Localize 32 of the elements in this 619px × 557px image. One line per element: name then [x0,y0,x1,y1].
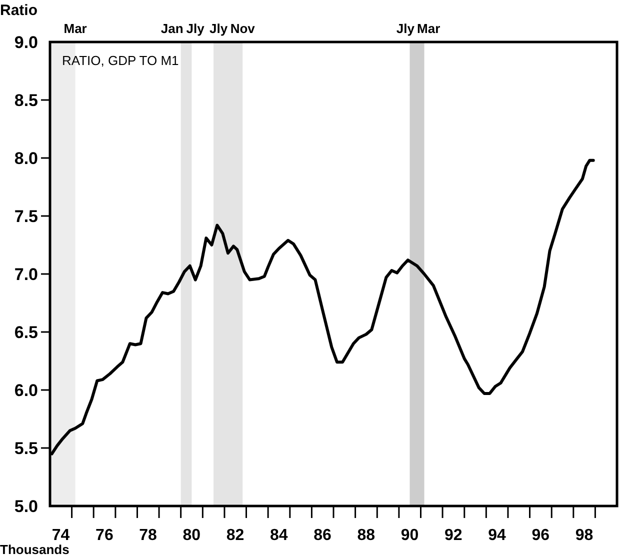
y-tick-label: 9.0 [14,32,38,52]
x-tick-label: 98 [575,527,594,544]
annotation: Jly [396,21,416,36]
text: RATIO, GDP TO M1 [62,53,179,68]
x-tick-label: 82 [226,527,244,544]
y-tick-label: 5.0 [14,496,38,516]
y-axis-title: Ratio [0,2,38,19]
y-tick-label: 6.5 [14,322,38,342]
x-tick-label: 96 [532,527,550,544]
x-tick-label: 78 [139,527,158,544]
x-tick-label: 90 [400,527,419,544]
y-tick-label: 8.5 [14,90,38,110]
x-tick-label: 76 [96,527,114,544]
x-tick-label: 74 [52,527,70,544]
x-tick-label: 88 [357,527,376,544]
annotation: Mar [64,21,87,36]
x-tick-label: 86 [314,527,332,544]
x-tick-label: 92 [444,527,462,544]
y-tick-label: 7.5 [14,206,38,226]
text: Thousands [0,542,70,557]
annotation: Jan [160,21,184,36]
y-tick-label: 8.0 [14,148,38,168]
annotation: Nov [230,21,256,36]
annotation: Mar [417,21,440,36]
x-tick-label: 84 [270,527,288,544]
y-tick-label: 6.0 [14,380,38,400]
annotation: Jly [186,21,206,36]
annotation: Jly [209,21,228,36]
y-tick-label: 7.0 [14,264,38,284]
y-tick-label: 5.5 [14,438,38,458]
x-tick-label: 94 [488,527,506,544]
x-tick-label: 80 [182,527,201,544]
